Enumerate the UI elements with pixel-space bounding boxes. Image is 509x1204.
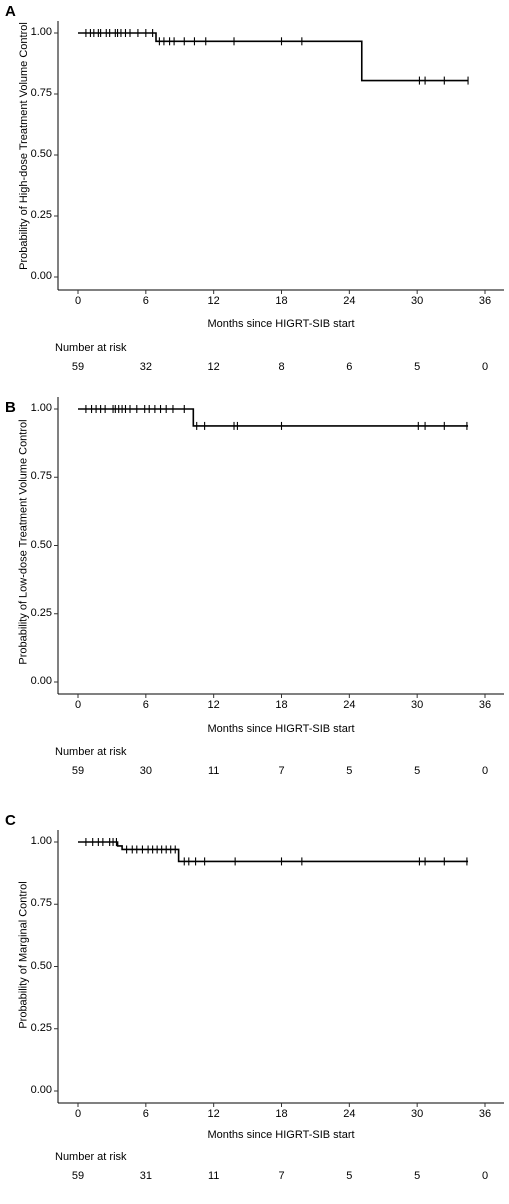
risk-count: 0 [481, 1170, 489, 1182]
panel-label: A [5, 3, 16, 20]
risk-count: 5 [414, 1170, 421, 1182]
risk-count: 11 [207, 1170, 220, 1182]
x-tick-label: 6 [142, 295, 149, 307]
y-tick-label: 0.00 [30, 270, 52, 282]
x-tick-label: 30 [411, 699, 424, 711]
risk-count: 59 [71, 1170, 85, 1182]
x-tick-label: 24 [343, 699, 356, 711]
survival-curve [78, 408, 469, 427]
x-tick-label: 0 [74, 1108, 82, 1120]
x-tick-label: 30 [411, 1108, 424, 1120]
x-tick-label: 36 [478, 699, 492, 711]
y-tick-label: 0.50 [30, 148, 52, 160]
risk-count: 0 [481, 765, 489, 777]
x-tick-label: 36 [478, 295, 492, 307]
x-tick-label: 12 [207, 295, 220, 307]
y-tick-label: 0.00 [30, 675, 52, 687]
risk-count: 59 [71, 361, 85, 373]
risk-count: 8 [278, 361, 285, 373]
y-tick-label: 0.50 [30, 538, 52, 551]
x-axis-label: Months since HIGRT-SIB start [207, 318, 355, 330]
x-tick-label: 30 [411, 295, 424, 307]
risk-count: 7 [278, 765, 285, 777]
x-axis-label: Months since HIGRT-SIB start [207, 723, 355, 735]
risk-table-title: Number at risk [55, 342, 127, 354]
km-panel-c: C Probability of Marginal Control Months… [0, 809, 509, 1204]
y-tick-label: 0.25 [30, 209, 52, 221]
x-tick-label: 6 [142, 1108, 149, 1120]
risk-count: 5 [414, 765, 421, 777]
x-tick-label: 0 [74, 295, 82, 307]
y-tick-label: 0.75 [30, 897, 52, 910]
risk-count: 7 [278, 1170, 285, 1182]
y-tick-label: 0.00 [30, 1084, 52, 1096]
risk-count: 59 [71, 765, 85, 777]
y-tick-label: 0.25 [30, 606, 52, 619]
risk-table-title: Number at risk [55, 1151, 127, 1163]
km-panel-a: A Probability of High-dose Treatment Vol… [0, 0, 509, 395]
x-axis-label: Months since HIGRT-SIB start [207, 1129, 355, 1141]
x-tick-label: 24 [343, 295, 356, 307]
risk-count: 5 [346, 765, 353, 777]
km-panel-b: B Probability of Low-dose Treatment Volu… [0, 396, 509, 791]
risk-count: 5 [414, 361, 421, 373]
panel-label: C [5, 812, 16, 829]
km-plot [54, 830, 504, 1107]
km-plot [54, 21, 504, 294]
y-tick-label: 0.75 [30, 87, 52, 99]
y-tick-label: 0.25 [30, 1021, 52, 1034]
risk-count: 0 [481, 361, 489, 373]
risk-count: 32 [139, 361, 152, 373]
risk-count: 6 [346, 361, 353, 373]
survival-curve [78, 841, 469, 863]
x-tick-label: 12 [207, 699, 220, 711]
x-tick-label: 6 [142, 699, 149, 711]
y-tick-label: 0.50 [30, 959, 52, 972]
km-plot [54, 397, 504, 698]
panel-label: B [5, 399, 16, 416]
risk-table-title: Number at risk [55, 746, 127, 758]
x-tick-label: 24 [343, 1108, 356, 1120]
risk-count: 30 [139, 765, 152, 777]
x-tick-label: 18 [275, 1108, 288, 1120]
risk-count: 31 [139, 1170, 152, 1182]
risk-count: 12 [207, 361, 220, 373]
x-tick-label: 12 [207, 1108, 220, 1120]
x-tick-label: 18 [275, 295, 288, 307]
x-tick-label: 0 [74, 699, 82, 711]
y-tick-label: 0.75 [30, 470, 52, 483]
y-tick-label: 1.00 [30, 835, 52, 847]
x-tick-label: 18 [275, 699, 288, 711]
survival-curve [78, 32, 469, 82]
y-tick-label: 1.00 [30, 26, 52, 38]
risk-count: 5 [346, 1170, 353, 1182]
x-tick-label: 36 [478, 1108, 492, 1120]
y-tick-label: 1.00 [30, 402, 52, 414]
risk-count: 11 [207, 765, 220, 777]
